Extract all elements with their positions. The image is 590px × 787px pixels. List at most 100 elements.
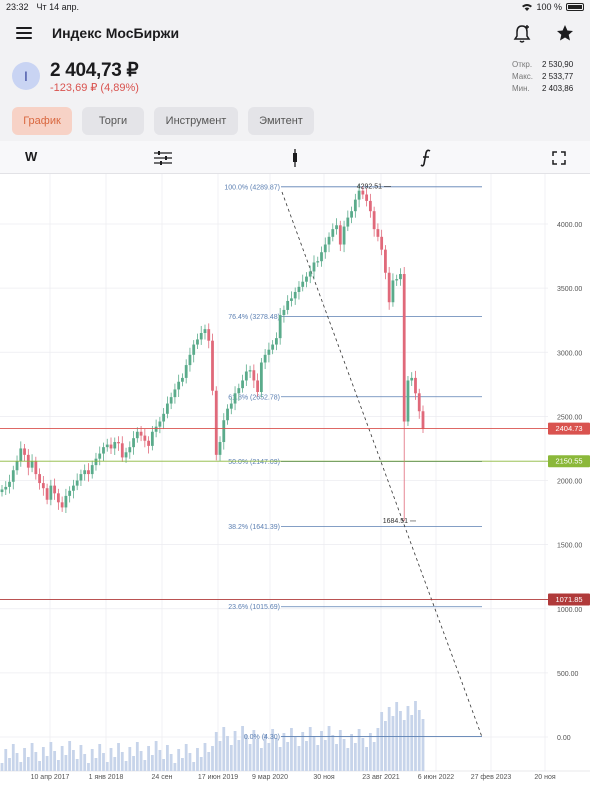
price-line-label: 2404.73 xyxy=(555,424,582,433)
menu-icon[interactable] xyxy=(16,27,32,39)
candle-icon[interactable] xyxy=(290,149,300,167)
candle-body xyxy=(361,190,365,195)
volume-bar xyxy=(293,737,297,771)
volume-bar xyxy=(177,749,181,771)
function-icon[interactable] xyxy=(420,149,432,167)
status-date: Чт 14 апр. xyxy=(36,2,80,12)
volume-bar xyxy=(384,721,387,771)
volume-bar xyxy=(301,732,305,771)
volume-bar xyxy=(109,748,113,771)
fib-retracement: 100.0% (4289.87) 76.4% (3278.48) 61.8% (26… xyxy=(224,184,482,741)
sliders-icon[interactable] xyxy=(154,151,172,165)
candle-body xyxy=(124,452,128,458)
volume-bar xyxy=(391,716,395,771)
tab-instrument[interactable]: Инструмент xyxy=(154,107,238,135)
volume-bar xyxy=(222,727,226,771)
candle-body xyxy=(244,371,248,381)
volume-bar xyxy=(263,734,267,771)
x-tick-label: 23 авг 2021 xyxy=(362,774,400,781)
current-price: 2 404,73 ₽ xyxy=(50,60,139,81)
candle-body xyxy=(188,354,192,366)
volume-bar xyxy=(132,756,135,771)
fib-level-label: 61.8% (2652.78) xyxy=(228,394,280,401)
volume-bar xyxy=(211,746,214,771)
volume-bar xyxy=(23,748,26,771)
candle-body xyxy=(376,229,380,237)
candle-body xyxy=(150,431,154,446)
candle-body xyxy=(316,261,320,263)
candle-body xyxy=(109,444,113,449)
tab-trades[interactable]: Торги xyxy=(82,107,144,135)
candle-body xyxy=(222,420,226,443)
volume-bar xyxy=(241,726,244,771)
volume-bar xyxy=(60,746,64,771)
volume-bar xyxy=(259,748,263,771)
tab-issuer[interactable]: Эмитент xyxy=(248,107,314,135)
candle-body xyxy=(41,483,45,489)
volume-bar xyxy=(128,747,132,771)
volume-bar xyxy=(173,763,177,771)
volume-bar xyxy=(154,741,158,771)
candle-body xyxy=(184,365,188,378)
candle-body xyxy=(154,426,158,432)
tab-chart[interactable]: График xyxy=(12,107,72,135)
volume-bar xyxy=(233,731,237,771)
volume-bar xyxy=(252,730,256,771)
tab-bar: График Торги Инструмент Эмитент xyxy=(12,107,314,135)
volume-bars xyxy=(0,701,425,771)
candle-body xyxy=(421,411,425,429)
candle-body xyxy=(211,340,214,391)
volume-bar xyxy=(45,756,49,771)
candle-body xyxy=(72,485,75,491)
volume-bar xyxy=(320,731,323,771)
volume-bar xyxy=(297,746,301,771)
price-chart[interactable]: 100.0% (4289.87) 76.4% (3278.48) 61.8% (26… xyxy=(0,174,590,787)
volume-bar xyxy=(203,743,207,771)
candle-body xyxy=(83,470,87,475)
candle-body xyxy=(98,453,102,459)
candle-body xyxy=(56,493,60,503)
avatar: I xyxy=(12,62,40,90)
volume-bar xyxy=(139,751,143,771)
x-tick-label: 6 июн 2022 xyxy=(418,774,454,781)
volume-bar xyxy=(68,741,72,771)
expand-icon[interactable] xyxy=(552,151,566,165)
volume-bar xyxy=(192,762,196,771)
candle-body xyxy=(181,377,184,382)
interval-button[interactable]: W xyxy=(25,149,38,164)
volume-bar xyxy=(0,763,4,771)
volume-bar xyxy=(83,754,87,771)
candle-body xyxy=(120,443,124,458)
fib-level-label: 0.0% (4.30) xyxy=(244,734,280,741)
price-line-badge xyxy=(548,455,590,468)
candle-body xyxy=(387,272,391,303)
candle-body xyxy=(391,280,395,303)
volume-bar xyxy=(421,719,425,771)
candle-body xyxy=(293,291,297,299)
candle-body xyxy=(30,461,34,468)
candle-body xyxy=(53,485,57,494)
volume-bar xyxy=(38,761,41,771)
candle-body xyxy=(139,431,143,436)
price-line-label: 2150.55 xyxy=(555,457,582,466)
candle-body xyxy=(214,390,218,455)
candle-body xyxy=(113,442,117,449)
volume-bar xyxy=(56,760,60,771)
quote-stats: Откр. 2 530,90 Макс. 2 533,77 Мин. 2 403,86 xyxy=(512,59,573,95)
volume-bar xyxy=(256,739,260,771)
candle-body xyxy=(372,211,376,230)
star-icon[interactable] xyxy=(556,24,574,42)
bell-add-icon[interactable] xyxy=(513,24,531,44)
volume-bar xyxy=(376,728,380,771)
volume-bar xyxy=(19,762,23,771)
volume-bar xyxy=(165,745,169,771)
candle-body xyxy=(384,249,387,273)
x-axis: 10 апр 2017 1 янв 2018 24 сен 17 июн 2019 9 … xyxy=(31,774,556,781)
volume-bar xyxy=(229,745,233,771)
volume-bar xyxy=(399,711,402,771)
candle-body xyxy=(263,354,267,363)
candle-body xyxy=(312,262,316,272)
candle-body xyxy=(196,339,199,345)
fib-level-label: 76.4% (3278.48) xyxy=(228,314,280,321)
volume-bar xyxy=(135,742,139,771)
